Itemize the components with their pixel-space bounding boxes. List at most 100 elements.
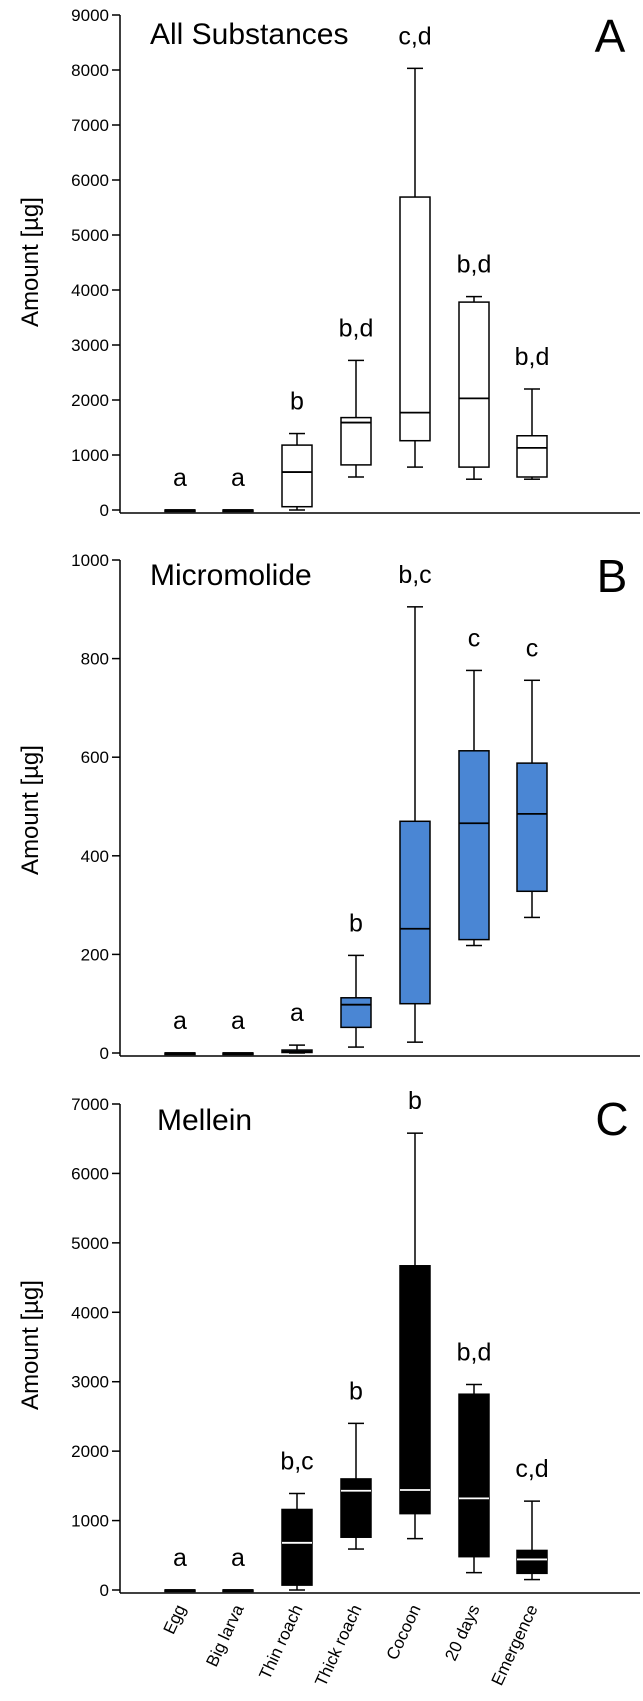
significance-label: b,c bbox=[398, 561, 431, 589]
y-tick-label: 9000 bbox=[71, 6, 109, 25]
significance-label: a bbox=[231, 1544, 245, 1572]
y-tick-label: 3000 bbox=[71, 1373, 109, 1392]
y-tick-label: 0 bbox=[100, 501, 109, 520]
significance-label: a bbox=[173, 464, 187, 492]
significance-label: c bbox=[468, 624, 481, 652]
box-iqr bbox=[340, 416, 372, 466]
box-0: a bbox=[164, 1544, 196, 1593]
y-tick-label: 1000 bbox=[71, 551, 109, 570]
y-tick-label: 6000 bbox=[71, 171, 109, 190]
box-1: a bbox=[222, 1007, 254, 1056]
y-tick-label: 2000 bbox=[71, 391, 109, 410]
box-iqr bbox=[458, 750, 490, 941]
box-3: b,d bbox=[339, 314, 374, 478]
panel-title: Micromolide bbox=[150, 559, 312, 592]
y-tick-label: 0 bbox=[100, 1581, 109, 1600]
significance-label: b bbox=[349, 909, 363, 937]
y-tick-label: 5000 bbox=[71, 1234, 109, 1253]
y-tick-label: 5000 bbox=[71, 226, 109, 245]
category-label: Thick roach bbox=[311, 1602, 365, 1690]
box-6: c,d bbox=[515, 1455, 549, 1581]
significance-label: b,d bbox=[339, 314, 374, 342]
box-1: a bbox=[222, 1544, 254, 1593]
panel-a: 0 1000 2000 3000 4000 5000 6000 7000 8000 9000 Amo… bbox=[17, 6, 640, 520]
significance-label: a bbox=[173, 1544, 187, 1572]
box-6: c bbox=[516, 634, 548, 919]
box-iqr bbox=[516, 762, 548, 893]
y-tick-label: 2000 bbox=[71, 1442, 109, 1461]
box-2: b,c bbox=[280, 1447, 314, 1591]
significance-label: b bbox=[349, 1377, 363, 1405]
y-tick-label: 4000 bbox=[71, 1303, 109, 1322]
panel-c: 0 1000 2000 3000 4000 5000 6000 7000 Amount [µg]… bbox=[17, 1087, 640, 1600]
panel-title: All Substances bbox=[150, 18, 348, 51]
box-iqr bbox=[458, 301, 490, 468]
y-tick-label: 1000 bbox=[71, 1512, 109, 1531]
panel-letter: C bbox=[595, 1093, 628, 1145]
category-label: Thin roach bbox=[255, 1602, 306, 1683]
significance-label: b,d bbox=[457, 251, 492, 279]
box-iqr bbox=[340, 997, 372, 1029]
y-tick-label: 3000 bbox=[71, 336, 109, 355]
category-axis: Egg Big larva Thin roach Thick roach Cocoon 2… bbox=[160, 1601, 542, 1689]
box-2: b bbox=[281, 388, 313, 511]
category-label: Egg bbox=[160, 1602, 190, 1637]
y-axis-title: Amount [µg] bbox=[17, 1280, 44, 1410]
significance-label: c bbox=[526, 634, 539, 662]
box-5: c bbox=[458, 624, 490, 947]
significance-label: b,d bbox=[515, 343, 550, 371]
box-iqr bbox=[281, 1508, 313, 1586]
category-label: 20 days bbox=[441, 1602, 483, 1664]
significance-label: a bbox=[231, 464, 245, 492]
category-label: Emergence bbox=[488, 1602, 542, 1689]
y-tick-label: 7000 bbox=[71, 116, 109, 135]
category-label: Cocoon bbox=[383, 1602, 425, 1663]
y-tick-label: 7000 bbox=[71, 1095, 109, 1114]
y-tick-label: 800 bbox=[81, 650, 109, 669]
y-tick-label: 0 bbox=[100, 1044, 109, 1063]
significance-label: b bbox=[290, 388, 304, 416]
box-2: a bbox=[281, 999, 313, 1054]
box-3: b bbox=[340, 1377, 372, 1550]
significance-label: a bbox=[290, 999, 304, 1027]
box-5: b,d bbox=[457, 1338, 491, 1574]
significance-label: b,c bbox=[280, 1447, 313, 1475]
box-iqr bbox=[399, 1265, 431, 1515]
panel-letter: B bbox=[597, 550, 628, 602]
box-iqr bbox=[516, 435, 548, 478]
y-tick-label: 400 bbox=[81, 847, 109, 866]
y-tick-label: 8000 bbox=[71, 61, 109, 80]
significance-label: a bbox=[173, 1007, 187, 1035]
box-iqr bbox=[399, 820, 431, 1005]
y-axis-title: Amount [µg] bbox=[17, 745, 44, 875]
box-1: a bbox=[222, 464, 254, 513]
box-iqr bbox=[458, 1393, 490, 1558]
box-iqr bbox=[340, 1478, 372, 1538]
significance-label: c,d bbox=[398, 22, 431, 50]
y-tick-label: 1000 bbox=[71, 446, 109, 465]
panels: 0100020003000400050006000700080009000Amo… bbox=[17, 6, 640, 1600]
panel-title: Mellein bbox=[157, 1104, 252, 1137]
box-6: b,d bbox=[515, 343, 550, 480]
y-tick-label: 6000 bbox=[71, 1164, 109, 1183]
significance-label: b bbox=[408, 1087, 422, 1115]
category-label: Big larva bbox=[202, 1601, 247, 1669]
panel-b: 0 200 400 600 800 1000 Amount [µg] Micromolide B… bbox=[17, 550, 640, 1063]
box-3: b bbox=[340, 909, 372, 1048]
significance-label: a bbox=[231, 1007, 245, 1035]
box-5: b,d bbox=[457, 251, 492, 480]
box-iqr bbox=[281, 444, 313, 508]
significance-label: c,d bbox=[515, 1455, 548, 1483]
y-tick-label: 200 bbox=[81, 945, 109, 964]
y-tick-label: 4000 bbox=[71, 281, 109, 300]
box-iqr bbox=[516, 1549, 548, 1575]
box-4: c,d bbox=[398, 22, 432, 468]
y-tick-label: 600 bbox=[81, 748, 109, 767]
box-0: a bbox=[164, 1007, 196, 1056]
box-iqr bbox=[399, 196, 431, 442]
y-axis-title: Amount [µg] bbox=[17, 197, 44, 327]
box-4: b bbox=[399, 1087, 431, 1540]
box-4: b,c bbox=[398, 561, 432, 1043]
panel-letter: A bbox=[595, 10, 626, 62]
